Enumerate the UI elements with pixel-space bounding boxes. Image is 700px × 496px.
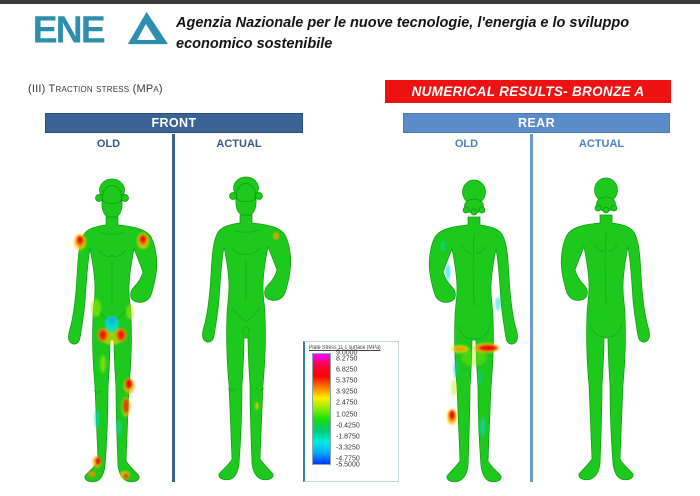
stress-hotspot [88, 471, 96, 477]
stress-hotspot [116, 420, 122, 436]
statue-rear-old [414, 173, 534, 491]
stress-hotspot [495, 297, 501, 311]
panel-rear-title: REAR [517, 116, 556, 130]
front-column-divider [172, 134, 175, 482]
agency-title: Agenzia Nazionale per le nuove tecnologi… [176, 13, 629, 55]
legend-colorbar [312, 353, 331, 465]
stress-hotspot [94, 410, 100, 428]
legend-values: 9.0000 8.2750 6.8250 5.3750 3.9250 2.4750 1.02… [336, 349, 380, 469]
panel-rear-header: REAR [403, 113, 670, 133]
stress-hotspot [95, 457, 101, 465]
stress-hotspot [274, 234, 278, 238]
enea-logo: ENE [34, 9, 168, 51]
stress-hotspot [461, 350, 487, 366]
statue-front-old [52, 173, 172, 491]
stress-hotspot [445, 264, 451, 280]
stress-hotspot [126, 379, 132, 389]
rear-column-divider [530, 134, 533, 482]
legend-value: -1.8750 [336, 433, 360, 441]
stress-hotspot [123, 473, 129, 479]
panel-front-header: FRONT [45, 113, 303, 133]
legend-value: 6.8250 [336, 366, 358, 374]
legend-value: 1.0250 [336, 411, 358, 419]
statue-rear-actual [546, 171, 666, 489]
stress-hotspot [478, 371, 482, 385]
stress-hotspot [255, 402, 259, 410]
stress-hotspot [99, 330, 107, 340]
results-banner: NUMERICAL RESULTS- BRONZE A [385, 80, 671, 103]
top-border-bar [0, 0, 700, 4]
stress-hotspot [100, 355, 106, 373]
stress-hotspot [451, 380, 457, 396]
legend-value: 2.4750 [336, 399, 358, 407]
front-old-label: OLD [96, 138, 121, 150]
stress-hotspot [453, 360, 459, 378]
stress-hotspot [123, 399, 129, 413]
legend-value: 8.2750 [336, 355, 358, 363]
legend-value: 9.0000 [336, 349, 358, 357]
rear-actual-label: ACTUAL [578, 138, 625, 150]
stress-hotspot [126, 305, 134, 319]
enea-logo-letters: ENE [34, 9, 105, 51]
rear-old-label: OLD [454, 138, 479, 150]
legend-value: -0.4250 [336, 422, 360, 430]
legend-value: 5.3750 [336, 377, 358, 385]
stress-hotspot [108, 316, 116, 324]
enea-logo-triangle [127, 11, 168, 45]
stress-hotspot [140, 235, 146, 243]
results-banner-text: NUMERICAL RESULTS- BRONZE A [411, 84, 645, 99]
legend-value: -5.5000 [336, 461, 360, 469]
stress-hotspot [77, 236, 83, 244]
stress-hotspot [117, 330, 125, 340]
statue-front-actual [186, 171, 306, 489]
stress-hotspot [480, 417, 486, 437]
stress-hotspot [449, 411, 455, 419]
legend-title: Plate Stress 11 c surface (MPa) [309, 345, 381, 351]
legend-value: -3.3250 [336, 444, 360, 452]
stress-legend: Plate Stress 11 c surface (MPa) 9.0000 8.… [303, 341, 399, 482]
section-label: (III) Traction stress (MPa) [28, 83, 163, 95]
panel-front-title: FRONT [151, 116, 197, 130]
front-actual-label: ACTUAL [216, 138, 262, 150]
stress-hotspot [440, 241, 446, 251]
stress-hotspot [454, 346, 466, 352]
agency-title-line1: Agenzia Nazionale per le nuove tecnologi… [176, 15, 630, 31]
agency-title-line2: economico sostenibile [176, 36, 333, 53]
stress-hotspot [479, 345, 497, 351]
legend-value: 3.9250 [336, 388, 358, 396]
legend-body: 9.0000 8.2750 6.8250 5.3750 3.9250 2.4750 1.02… [312, 349, 398, 469]
stress-hotspot [91, 299, 101, 317]
legend-value: -4.7750 [336, 455, 360, 463]
